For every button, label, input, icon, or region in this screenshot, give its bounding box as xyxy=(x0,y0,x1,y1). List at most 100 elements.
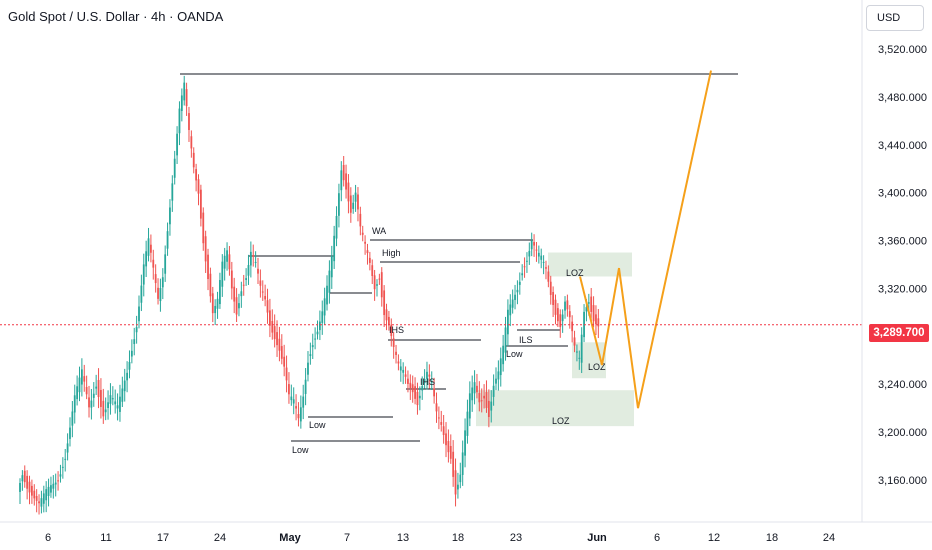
candle xyxy=(97,368,100,409)
candle xyxy=(518,272,521,295)
candle xyxy=(133,327,136,356)
candle xyxy=(240,281,243,308)
y-tick-label: 3,400.000 xyxy=(878,188,927,200)
candle xyxy=(542,255,545,275)
candle xyxy=(23,465,26,488)
candle xyxy=(561,309,564,333)
candle xyxy=(95,374,98,396)
candle xyxy=(209,267,212,303)
candle xyxy=(428,364,431,389)
candle xyxy=(273,314,276,348)
candle xyxy=(195,163,198,192)
candle xyxy=(126,361,128,393)
candle xyxy=(192,147,195,174)
annotation-label: Low xyxy=(292,445,309,455)
candle xyxy=(140,274,143,312)
annotation-label: IHS xyxy=(420,377,435,387)
candle xyxy=(83,364,86,392)
candle xyxy=(330,245,333,289)
annotation-label: High xyxy=(382,248,401,258)
candle xyxy=(416,382,419,415)
y-tick-label: 3,480.000 xyxy=(878,92,927,104)
x-tick-label: 18 xyxy=(452,532,464,544)
candle xyxy=(276,320,278,357)
x-tick-label: Jun xyxy=(587,532,607,544)
candle xyxy=(316,320,319,340)
x-tick-label: 18 xyxy=(766,532,778,544)
candle xyxy=(178,101,181,146)
zone-label: LOZ xyxy=(552,416,570,426)
candle xyxy=(595,305,597,336)
candle xyxy=(437,406,440,430)
candle xyxy=(235,288,238,322)
last-price-tag: 3,289.700 xyxy=(869,324,929,342)
candle xyxy=(228,246,231,276)
annotation-label: Low xyxy=(309,420,326,430)
candle xyxy=(368,251,371,271)
candle xyxy=(549,275,552,305)
candle xyxy=(169,199,171,236)
candle xyxy=(373,269,376,301)
candle xyxy=(45,481,48,513)
candle xyxy=(378,273,381,285)
candle xyxy=(257,257,259,285)
candle xyxy=(266,288,269,324)
candle xyxy=(147,227,150,262)
candle xyxy=(440,410,443,432)
candle xyxy=(490,390,493,423)
candle xyxy=(128,350,131,379)
projection-path xyxy=(579,70,712,409)
candle xyxy=(116,393,119,421)
candle xyxy=(359,206,362,236)
candle xyxy=(545,260,547,280)
y-tick-label: 3,440.000 xyxy=(878,140,927,152)
candle xyxy=(299,395,302,429)
candle xyxy=(285,355,288,393)
candle xyxy=(180,88,183,122)
candle xyxy=(495,367,497,391)
candle xyxy=(197,174,200,206)
candle xyxy=(111,386,114,406)
candle xyxy=(480,388,483,413)
candle xyxy=(21,470,24,491)
time-axis: 6 11 17 24 May 7 13 18 23 Jun 6 12 18 24 xyxy=(45,532,835,544)
candle xyxy=(88,385,90,418)
candle xyxy=(578,350,581,370)
candle xyxy=(418,386,421,411)
candle xyxy=(392,331,395,359)
candle xyxy=(564,296,566,319)
candle xyxy=(409,374,412,400)
candle xyxy=(311,333,314,360)
candle xyxy=(597,309,600,339)
candle xyxy=(573,330,576,353)
candle xyxy=(66,433,69,461)
loz-zone xyxy=(476,390,634,427)
candle xyxy=(380,267,383,307)
candle xyxy=(533,234,535,257)
x-tick-label: 13 xyxy=(397,532,409,544)
candle xyxy=(421,376,424,400)
currency-selector[interactable]: USD xyxy=(866,5,924,31)
candle xyxy=(466,399,469,444)
candle xyxy=(523,257,526,278)
candle xyxy=(73,384,76,424)
candle xyxy=(399,359,402,382)
chart-title: Gold Spot / U.S. Dollar · 4h · OANDA xyxy=(8,9,224,24)
candle xyxy=(397,354,400,371)
candle xyxy=(102,388,105,424)
candle xyxy=(476,373,478,399)
candle xyxy=(259,269,262,298)
candle xyxy=(318,310,321,341)
candle xyxy=(109,383,112,415)
candle xyxy=(457,472,459,499)
candle xyxy=(376,279,378,297)
candle xyxy=(157,278,159,305)
candle xyxy=(104,397,107,421)
candle xyxy=(478,381,481,412)
candle xyxy=(199,184,202,227)
candle xyxy=(349,187,352,223)
candle xyxy=(304,368,307,406)
y-tick-label: 3,520.000 xyxy=(878,44,927,56)
candle xyxy=(354,184,357,212)
